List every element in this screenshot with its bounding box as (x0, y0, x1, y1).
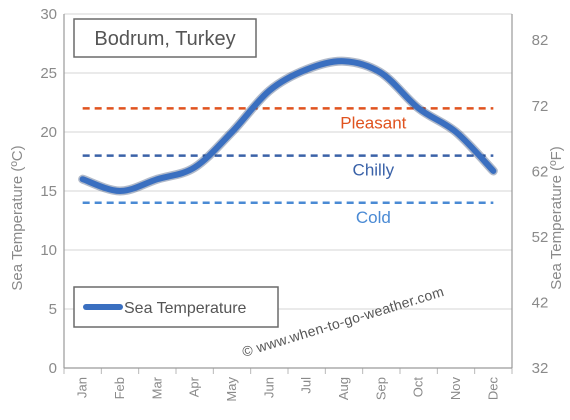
y-tick-left-30: 30 (40, 6, 57, 23)
y-tick-right-52: 52 (532, 229, 549, 246)
x-tick-label-jul: Jul (299, 377, 314, 394)
axes (63, 14, 513, 369)
series-line-sea-temperature (79, 58, 497, 194)
y-axis-title-left: Sea Temperature (ºC) (9, 145, 26, 290)
chart-title-box: Bodrum, Turkey (73, 18, 257, 58)
x-tick-label-sep: Sep (373, 377, 388, 400)
y-tick-left-20: 20 (40, 124, 57, 141)
x-tick-label-oct: Oct (411, 377, 426, 398)
legend-label-sea-temperature: Sea Temperature (124, 300, 247, 317)
x-tick-label-feb: Feb (112, 377, 127, 399)
y-tick-right-82: 82 (532, 32, 549, 49)
y-tick-left-5: 5 (49, 301, 57, 318)
y-tick-left-15: 15 (40, 183, 57, 200)
x-tick-label-mar: Mar (149, 376, 164, 399)
y-tick-left-25: 25 (40, 65, 57, 82)
y-tick-right-42: 42 (532, 294, 549, 311)
threshold-label-cold: Cold (356, 208, 391, 227)
tick-labels: 0 5 10 15 20 25 30 32 42 52 62 72 82 Jan Feb Mar Apr May J… (40, 6, 548, 402)
chart-title: Bodrum, Turkey (94, 28, 235, 50)
y-tick-left-10: 10 (40, 242, 57, 259)
legend: Sea Temperature (73, 286, 279, 328)
y-tick-left-0: 0 (49, 360, 57, 377)
x-tick-label-may: May (224, 377, 239, 402)
threshold-lines: Pleasant Chilly Cold (82, 107, 494, 227)
y-tick-right-62: 62 (532, 163, 549, 180)
x-tick-label-jun: Jun (261, 377, 276, 398)
x-tick-label-jan: Jan (75, 377, 90, 398)
x-tick-label-dec: Dec (485, 377, 500, 401)
series-layer (78, 56, 498, 196)
x-tick-label-aug: Aug (336, 377, 351, 400)
x-tick-label-apr: Apr (187, 376, 202, 397)
y-tick-right-72: 72 (532, 98, 549, 115)
y-tick-right-32: 32 (532, 360, 549, 377)
threshold-label-pleasant: Pleasant (340, 113, 406, 132)
y-axis-title-right: Sea Temperature (ºF) (548, 146, 565, 290)
x-tick-label-nov: Nov (448, 377, 463, 401)
title-box-frame (73, 18, 257, 58)
threshold-label-chilly: Chilly (353, 161, 395, 180)
